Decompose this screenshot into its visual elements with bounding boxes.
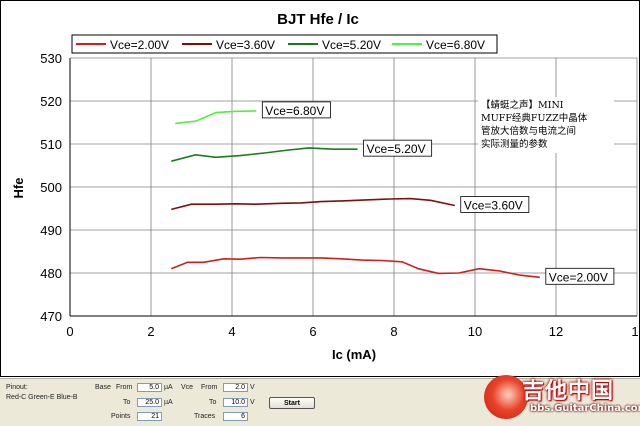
y-tick-label: 500 bbox=[40, 180, 62, 195]
chart-title: BJT Hfe / Ic bbox=[277, 11, 359, 28]
x-tick-label: 12 bbox=[549, 324, 563, 339]
watermark: 吉他中国 bbs.GuitarChina.com bbox=[484, 373, 640, 425]
y-axis-label: Hfe bbox=[11, 178, 26, 199]
series-group bbox=[171, 110, 540, 279]
start-button[interactable]: Start bbox=[269, 397, 315, 409]
series-line bbox=[171, 147, 358, 162]
legend-box bbox=[71, 34, 498, 54]
x-tick-label: 8 bbox=[390, 324, 397, 339]
y-tick-label: 480 bbox=[40, 266, 62, 281]
x-axis-label: Ic (mA) bbox=[332, 347, 376, 362]
series-labels: Vce=2.00V Vce=3.60V Vce=5.20V Vce=6.80V bbox=[261, 101, 615, 285]
vce-to-label: To bbox=[209, 399, 217, 406]
traces-label: Traces bbox=[194, 413, 216, 420]
series-label-box bbox=[261, 101, 331, 119]
vce-to-unit: V bbox=[250, 399, 255, 406]
annotation-line: 实际测量的参数 bbox=[481, 139, 548, 150]
base-from-input[interactable]: 5.0 bbox=[137, 383, 162, 392]
points-label: Points bbox=[111, 413, 131, 420]
annotation-note: 【蜻蜓之声】MINI MUFF经典FUZZ中晶体 管放大倍数与电流之间 实际测量… bbox=[478, 97, 614, 153]
axes: 0 2 4 6 8 10 12 1 470 480 490 500 510 520 530 bbox=[40, 51, 638, 339]
legend: Vce=2.00V Vce=3.60V Vce=5.20V Vce=6.80V bbox=[71, 34, 498, 54]
vce-from-unit: V bbox=[250, 384, 255, 391]
traces-input[interactable]: 6 bbox=[223, 412, 248, 421]
x-tick-label: 4 bbox=[228, 324, 235, 339]
legend-entry: Vce=2.00V bbox=[110, 38, 169, 52]
x-tick-label: 0 bbox=[66, 324, 73, 339]
y-tick-label: 520 bbox=[40, 94, 62, 109]
series-label-box bbox=[545, 267, 615, 285]
series-label-box bbox=[363, 139, 433, 157]
series-label-box bbox=[460, 196, 530, 213]
y-tick-label: 530 bbox=[40, 51, 62, 66]
series-end-label: Vce=6.80V bbox=[265, 104, 324, 118]
x-tick-label: 10 bbox=[468, 324, 482, 339]
base-to-input[interactable]: 25.0 bbox=[137, 398, 162, 407]
vce-from-input[interactable]: 2.0 bbox=[223, 383, 248, 392]
watermark-sub: bbs.GuitarChina.com bbox=[530, 403, 640, 414]
series-end-label: Vce=5.20V bbox=[367, 142, 426, 156]
series-line bbox=[171, 256, 540, 279]
pinout-value: Red-C Green-E Blue-B bbox=[6, 394, 78, 401]
base-label: Base bbox=[95, 384, 111, 391]
annotation-line: 【蜻蜓之声】MINI bbox=[481, 100, 564, 111]
x-tick-label: 2 bbox=[147, 324, 154, 339]
series-line bbox=[175, 110, 257, 125]
y-tick-label: 510 bbox=[40, 137, 62, 152]
vce-from-label: From bbox=[201, 384, 218, 391]
vce-label: Vce bbox=[181, 384, 194, 391]
base-to-label: To bbox=[123, 399, 131, 406]
x-tick-label: 6 bbox=[309, 324, 316, 339]
y-tick-label: 490 bbox=[40, 223, 62, 238]
vce-to-input[interactable]: 10.0 bbox=[223, 398, 248, 407]
legend-entry: Vce=5.20V bbox=[322, 38, 381, 52]
base-from-label: From bbox=[116, 384, 133, 391]
hfe-chart: BJT Hfe / Ic Vce=2.00V Vce=3.60V Vce=5.20V… bbox=[0, 0, 640, 377]
series-end-label: Vce=2.00V bbox=[549, 270, 608, 284]
base-from-unit: µA bbox=[164, 384, 173, 391]
legend-entry: Vce=3.60V bbox=[216, 38, 275, 52]
chart-area: BJT Hfe / Ic Vce=2.00V Vce=3.60V Vce=5.20V… bbox=[0, 0, 640, 377]
x-tick-label: 1 bbox=[631, 324, 638, 339]
base-to-unit: µA bbox=[164, 399, 173, 406]
guitar-logo-icon bbox=[484, 375, 528, 419]
annotation-line: MUFF经典FUZZ中晶体 bbox=[481, 113, 588, 124]
series-line bbox=[171, 197, 455, 211]
watermark-main: 吉他中国 bbox=[522, 379, 615, 404]
y-tick-label: 470 bbox=[40, 309, 62, 324]
series-end-label: Vce=3.60V bbox=[464, 198, 523, 212]
annotation-line: 管放大倍数与电流之间 bbox=[481, 126, 577, 137]
legend-entry: Vce=6.80V bbox=[426, 38, 485, 52]
pinout-label: Pinout: bbox=[6, 384, 28, 391]
control-panel: Pinout: Red-C Green-E Blue-B Base From 5… bbox=[0, 378, 640, 426]
points-input[interactable]: 21 bbox=[137, 412, 162, 421]
